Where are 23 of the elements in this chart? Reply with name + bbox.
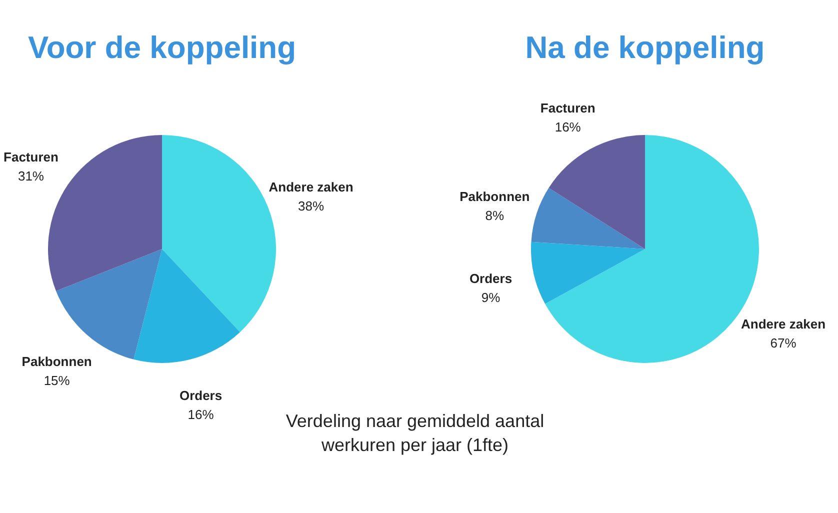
slice-label: Orders bbox=[469, 271, 512, 286]
data-label: 8% bbox=[485, 208, 504, 223]
text: Verdeling naar gemiddeld aantal werkuren per jaar (1fte) bbox=[286, 411, 544, 455]
slice-label: Pakbonnen bbox=[460, 188, 530, 204]
slice-label: Orders bbox=[179, 388, 222, 404]
slice-label: Facturen bbox=[540, 100, 596, 116]
slice-label: Facturen bbox=[4, 149, 58, 164]
pie-slice bbox=[548, 135, 645, 249]
data-label: 67% bbox=[770, 335, 797, 350]
data-label: 16% bbox=[554, 119, 582, 134]
pie-slice bbox=[531, 242, 645, 304]
slice-label: Andere zaken bbox=[268, 180, 354, 195]
data-label: 9% bbox=[481, 290, 501, 306]
chart-title: Na de koppeling bbox=[525, 30, 765, 65]
data-label: 16% bbox=[188, 407, 214, 422]
pie-slice bbox=[531, 188, 645, 249]
data-label: 38% bbox=[298, 198, 324, 214]
slice-label: Pakbonnen bbox=[22, 354, 92, 370]
data-label: 31% bbox=[18, 168, 44, 184]
pie-slice bbox=[134, 249, 240, 363]
data-label: 15% bbox=[44, 373, 70, 388]
chart-title: Voor de koppeling bbox=[28, 30, 296, 65]
slice-label: Andere zaken bbox=[741, 316, 826, 332]
